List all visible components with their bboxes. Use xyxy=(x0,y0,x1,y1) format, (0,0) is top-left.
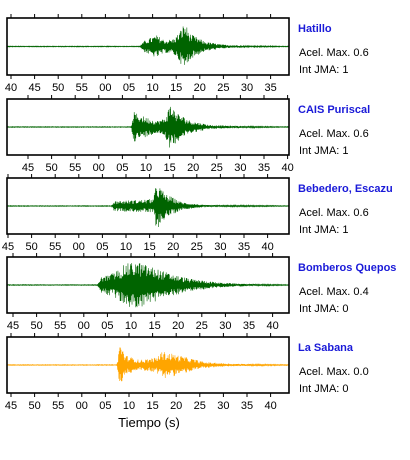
tick-label: 55 xyxy=(49,241,61,253)
tick-label: 10 xyxy=(120,241,132,253)
tick-label: 15 xyxy=(170,82,182,94)
panel-bomberos-quepos: 45 50 55 00 05 10 15 20 25 30 35 40 Bomberos Quepos A… xyxy=(6,253,396,332)
tick-label: 55 xyxy=(54,320,66,332)
station-name: La Sabana xyxy=(298,342,354,354)
tick-label: 25 xyxy=(194,400,206,412)
tick-label: 00 xyxy=(73,241,85,253)
tick-label: 15 xyxy=(146,400,158,412)
tick-label: 05 xyxy=(96,241,108,253)
tick-label: 10 xyxy=(123,400,135,412)
int-jma-value: Int JMA: 1 xyxy=(299,145,349,157)
acel-max-value: Acel. Max. 0.6 xyxy=(299,207,369,219)
tick-label: 45 xyxy=(22,162,34,174)
tick-label: 25 xyxy=(211,162,223,174)
tick-label: 20 xyxy=(187,162,199,174)
tick-label: 15 xyxy=(163,162,175,174)
waveform-trace xyxy=(6,26,290,65)
acel-max-value: Acel. Max. 0.6 xyxy=(299,47,369,59)
tick-label: 15 xyxy=(148,320,160,332)
tick-label: 05 xyxy=(99,400,111,412)
panel-la-sabana: 45 50 55 00 05 10 15 20 25 30 35 40 La Sabana Acel. M… xyxy=(5,333,369,412)
int-jma-value: Int JMA: 0 xyxy=(299,383,349,395)
tick-label: 05 xyxy=(123,82,135,94)
int-jma-value: Int JMA: 1 xyxy=(299,224,349,236)
tick-label: 05 xyxy=(101,320,113,332)
station-name: Bomberos Quepos xyxy=(298,262,396,274)
tick-label: 35 xyxy=(264,82,276,94)
tick-label: 30 xyxy=(217,400,229,412)
tick-label: 55 xyxy=(76,82,88,94)
tick-label: 45 xyxy=(5,400,17,412)
tick-label: 30 xyxy=(241,82,253,94)
tick-label: 50 xyxy=(28,400,40,412)
tick-label: 20 xyxy=(194,82,206,94)
tick-label: 45 xyxy=(28,82,40,94)
tick-label: 55 xyxy=(52,400,64,412)
waveform-trace xyxy=(6,188,290,227)
tick-label: 50 xyxy=(52,82,64,94)
panel-frame xyxy=(6,98,290,156)
tick-label: 40 xyxy=(5,82,17,94)
tick-label: 25 xyxy=(191,241,203,253)
tick-label: 35 xyxy=(258,162,270,174)
tick-label: 10 xyxy=(125,320,137,332)
waveform-trace xyxy=(6,106,290,148)
panel-frame xyxy=(6,256,290,314)
tick-label: 15 xyxy=(143,241,155,253)
tick-label: 45 xyxy=(2,241,14,253)
int-jma-value: Int JMA: 0 xyxy=(299,303,349,315)
tick-label: 30 xyxy=(219,320,231,332)
panel-frame xyxy=(6,336,290,394)
tick-label: 00 xyxy=(93,162,105,174)
tick-label: 00 xyxy=(78,320,90,332)
tick-label: 00 xyxy=(99,82,111,94)
tick-label: 20 xyxy=(172,320,184,332)
tick-label: 25 xyxy=(196,320,208,332)
tick-label: 35 xyxy=(241,400,253,412)
panel-cais-puriscal: 45 50 55 00 05 10 15 20 25 30 35 40 CAIS Puriscal Ace… xyxy=(6,95,370,174)
tick-label: 40 xyxy=(264,400,276,412)
tick-label: 20 xyxy=(170,400,182,412)
panel-hatillo: 40 45 50 55 00 05 10 15 20 25 30 35 Hatillo Acel. Max… xyxy=(5,14,369,94)
tick-label: 50 xyxy=(45,162,57,174)
tick-label: 40 xyxy=(281,162,293,174)
tick-label: 00 xyxy=(76,400,88,412)
acel-max-value: Acel. Max. 0.0 xyxy=(299,366,369,378)
panel-frame xyxy=(6,17,290,76)
acel-max-value: Acel. Max. 0.6 xyxy=(299,128,369,140)
tick-label: 50 xyxy=(30,320,42,332)
station-name: CAIS Puriscal xyxy=(298,104,370,116)
tick-label: 20 xyxy=(167,241,179,253)
tick-label: 05 xyxy=(116,162,128,174)
waveform-trace xyxy=(6,347,290,382)
tick-label: 10 xyxy=(146,82,158,94)
tick-label: 55 xyxy=(69,162,81,174)
tick-label: 50 xyxy=(25,241,37,253)
station-name: Hatillo xyxy=(298,23,332,35)
tick-label: 35 xyxy=(238,241,250,253)
x-axis-title: Tiempo (s) xyxy=(118,415,180,430)
tick-label: 40 xyxy=(266,320,278,332)
panel-frame xyxy=(6,177,290,235)
station-name: Bebedero, Escazu xyxy=(298,183,393,195)
tick-label: 40 xyxy=(261,241,273,253)
panel-bebedero-escazu: 45 50 55 00 05 10 15 20 25 30 35 40 Bebedero, Escazu… xyxy=(2,174,393,253)
waveform-trace xyxy=(6,263,290,308)
int-jma-value: Int JMA: 1 xyxy=(299,64,349,76)
tick-label: 25 xyxy=(217,82,229,94)
tick-label: 45 xyxy=(7,320,19,332)
tick-label: 30 xyxy=(234,162,246,174)
acel-max-value: Acel. Max. 0.4 xyxy=(299,286,369,298)
tick-label: 10 xyxy=(140,162,152,174)
tick-label: 30 xyxy=(214,241,226,253)
tick-label: 35 xyxy=(243,320,255,332)
